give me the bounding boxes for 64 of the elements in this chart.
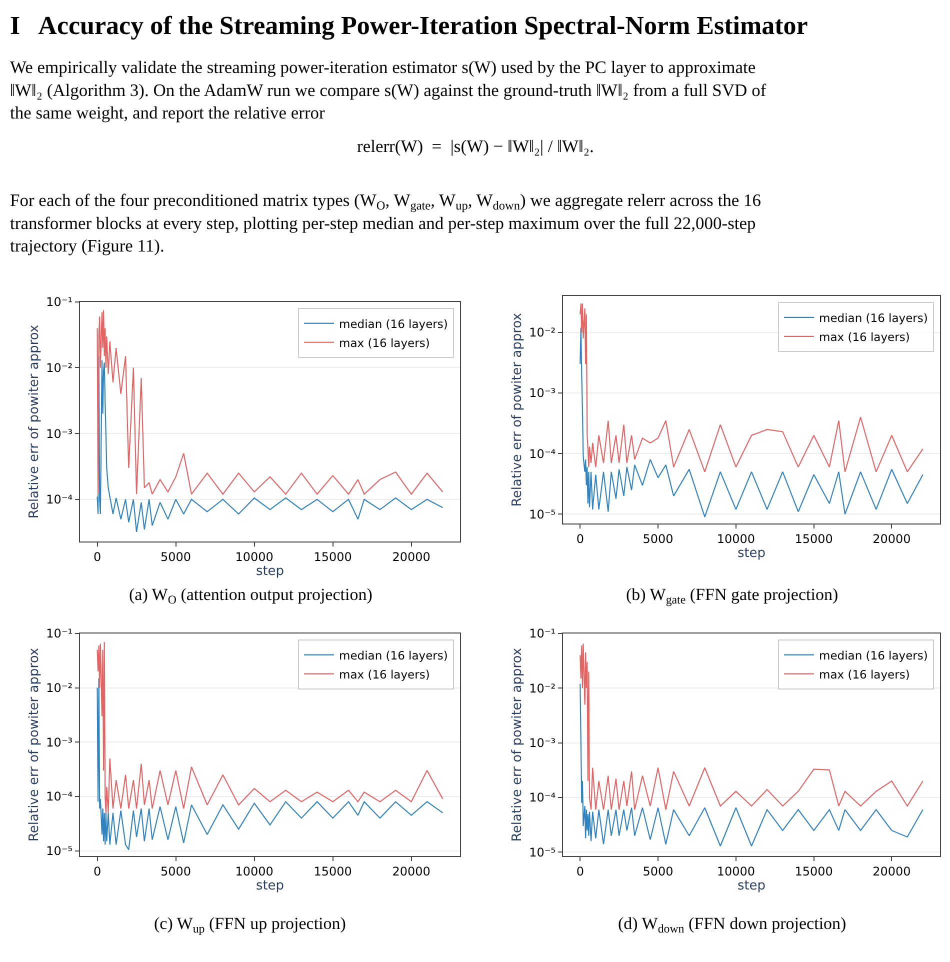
y-tick-label: 10⁻³	[46, 426, 73, 441]
y-tick-label: 10⁻⁵	[529, 845, 556, 860]
y-tick-label: 10⁻²	[46, 680, 73, 695]
y-axis-title: Relative err of powiter approx	[510, 312, 526, 507]
legend-label: max (16 layers)	[339, 667, 430, 682]
text: (c) W$_{up}$ (FFN up projection)	[154, 914, 346, 936]
x-tick-label: 20000	[872, 532, 911, 546]
legend-label: max (16 layers)	[819, 330, 910, 344]
legend-label: max (16 layers)	[819, 667, 910, 682]
x-tick-label: 10000	[716, 864, 756, 878]
x-tick-label: 0	[576, 532, 584, 546]
x-tick-label: 15000	[314, 864, 352, 878]
y-tick-label: 10⁻⁵	[46, 844, 73, 858]
line-series	[580, 683, 924, 847]
text: (a) W$_{O}$ (attention output projection)	[129, 585, 372, 607]
y-tick-label: 10⁻¹	[46, 295, 73, 310]
x-tick-label: 15000	[794, 532, 833, 546]
x-axis-title: step	[737, 878, 766, 894]
legend-label: median (16 layers)	[339, 316, 448, 331]
y-tick-label: 10⁻⁴	[46, 492, 73, 507]
x-axis-title: step	[256, 878, 284, 894]
x-tick-label: 10000	[716, 532, 756, 546]
y-tick-label: 10⁻²	[529, 326, 556, 340]
legend-label: median (16 layers)	[819, 648, 928, 662]
y-tick-label: 10⁻⁴	[46, 790, 73, 804]
text: (d) W$_{down}$ (FFN down projection)	[618, 914, 846, 936]
y-tick-label: 10⁻¹	[529, 626, 556, 641]
y-tick-label: 10⁻³	[46, 735, 73, 750]
x-tick-label: 0	[93, 550, 102, 564]
legend-label: median (16 layers)	[819, 310, 928, 325]
legend-label: max (16 layers)	[339, 336, 430, 350]
y-tick-label: 10⁻³	[529, 736, 556, 750]
x-tick-label: 10000	[235, 864, 274, 878]
legend-label: median (16 layers)	[339, 648, 448, 662]
y-axis-title: Relative err of powiter approx	[27, 648, 42, 842]
x-tick-label: 15000	[314, 550, 352, 564]
y-axis-title: Relative err of powiter approx	[510, 648, 526, 842]
x-tick-label: 0	[576, 864, 584, 878]
y-tick-label: 10⁻³	[529, 386, 556, 400]
x-tick-label: 5000	[160, 550, 192, 564]
x-tick-label: 10000	[235, 550, 274, 564]
x-axis-title: step	[737, 546, 766, 561]
x-tick-label: 5000	[160, 864, 192, 878]
text: (b) W$_{gate}$ (FFN gate projection)	[626, 585, 838, 607]
text: For each of the four preconditioned matrix types (W$_{O}$, W$_{gate}$, W$_{up}$, W$_{down}$) we aggregate relerr across the 16 transformer blocks at every step, plotting per-step median and per-step maximum over the full 22,000-step trajectory (Figure 11).	[10, 190, 761, 256]
y-axis-title: Relative err of powiter approx	[27, 324, 42, 518]
x-tick-label: 5000	[642, 532, 674, 546]
y-tick-label: 10⁻⁴	[529, 446, 556, 461]
x-axis-title: step	[256, 564, 284, 579]
x-tick-label: 20000	[872, 864, 911, 878]
y-tick-label: 10⁻⁴	[529, 790, 556, 805]
x-tick-label: 20000	[392, 864, 430, 878]
text: I Accuracy of the Streaming Power-Iteration Spectral-Norm Estimator	[10, 11, 808, 40]
y-tick-label: 10⁻¹	[46, 626, 73, 641]
text: relerr(W) = |s(W) − ‖W‖₂| / ‖W‖₂.	[357, 136, 594, 156]
text: We empirically validate the streaming power-iteration estimator s(W) used by the PC layer to approximate ‖W‖₂ (Algorithm 3). On the AdamW run we compare s(W) against the ground-truth ‖W‖₂ from a full SVD of the same weight, and report the relative error	[10, 57, 766, 122]
x-tick-label: 20000	[392, 550, 430, 564]
y-tick-label: 10⁻²	[46, 360, 73, 375]
y-tick-label: 10⁻⁵	[529, 507, 556, 522]
x-tick-label: 5000	[642, 864, 674, 878]
x-tick-label: 15000	[794, 864, 833, 878]
y-tick-label: 10⁻²	[529, 681, 556, 696]
x-tick-label: 0	[93, 864, 102, 878]
line-series	[580, 327, 924, 518]
